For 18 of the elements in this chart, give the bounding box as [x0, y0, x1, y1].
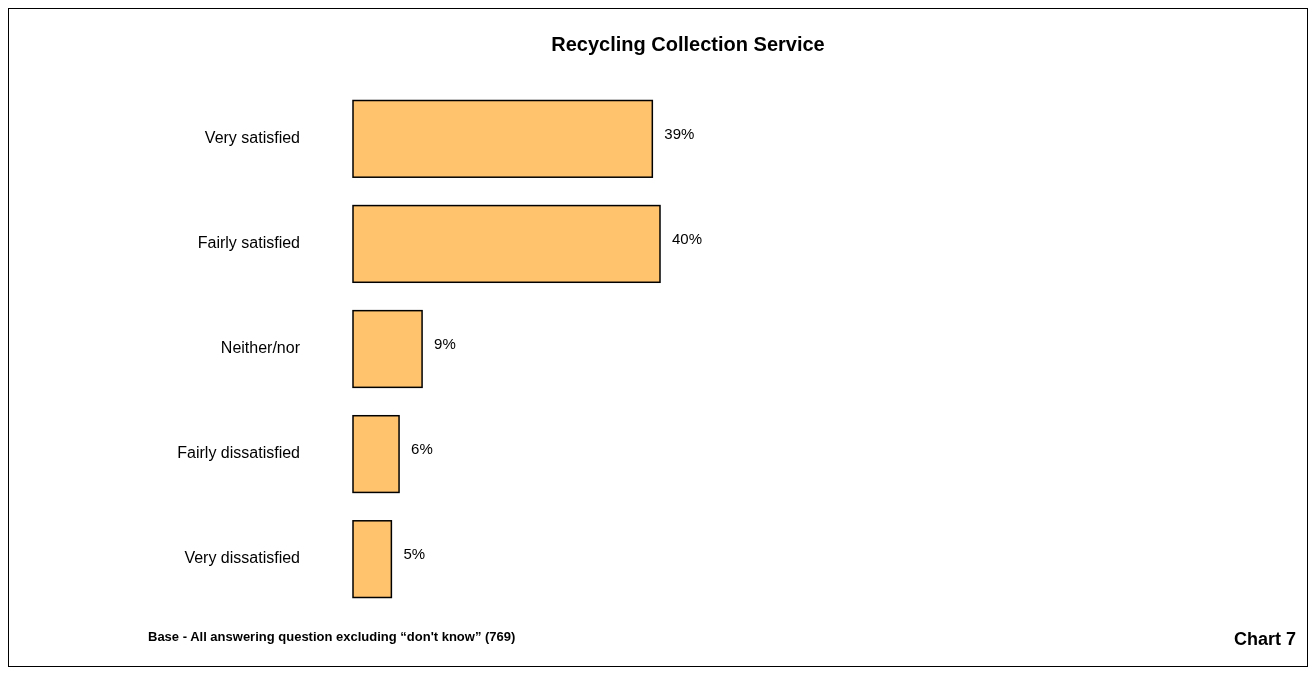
- data-label: 39%: [664, 124, 695, 142]
- text: Base - All answering question excluding “don't know” (769): [148, 629, 516, 645]
- bar: [352, 204, 661, 284]
- chart-title: Recycling Collection Service: [551, 33, 825, 56]
- y-tick-label: Fairly satisfied: [197, 234, 300, 252]
- y-tick-label: Neither/nor: [220, 339, 301, 357]
- y-tick-label: Very dissatisfied: [184, 549, 300, 567]
- y-tick-label: Fairly dissatisfied: [177, 444, 300, 462]
- data-label: 6%: [411, 440, 433, 458]
- bar: [352, 520, 393, 599]
- bar: [352, 414, 400, 494]
- data-label: 5%: [403, 545, 426, 563]
- data-label: 9%: [434, 335, 456, 353]
- caption: Chart 7: [1233, 628, 1296, 649]
- bar: [352, 99, 654, 178]
- bar: [352, 309, 423, 389]
- data-label: 40%: [672, 230, 703, 248]
- y-tick-label: Very satisfied: [204, 129, 300, 147]
